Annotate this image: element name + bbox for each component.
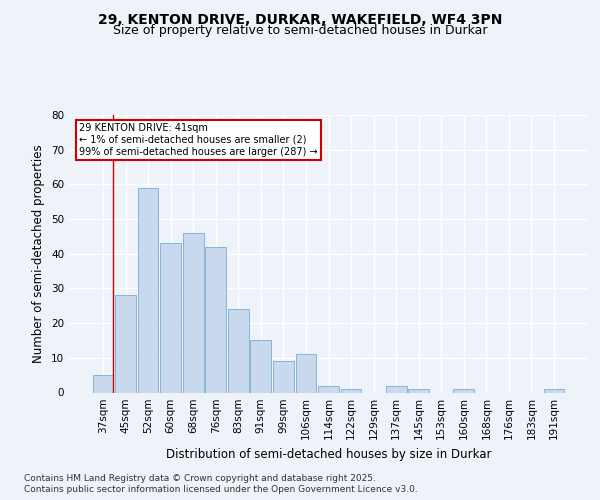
Bar	[296, 354, 316, 393]
Bar	[544, 389, 565, 392]
Text: Contains HM Land Registry data © Crown copyright and database right 2025.: Contains HM Land Registry data © Crown c…	[24, 474, 376, 483]
Text: 29 KENTON DRIVE: 41sqm
← 1% of semi-detached houses are smaller (2)
99% of semi-: 29 KENTON DRIVE: 41sqm ← 1% of semi-deta…	[79, 124, 318, 156]
Bar	[454, 389, 474, 392]
Bar	[183, 233, 203, 392]
Text: Contains public sector information licensed under the Open Government Licence v3: Contains public sector information licen…	[24, 485, 418, 494]
Bar	[205, 247, 226, 392]
Text: Size of property relative to semi-detached houses in Durkar: Size of property relative to semi-detach…	[113, 24, 487, 37]
Text: 29, KENTON DRIVE, DURKAR, WAKEFIELD, WF4 3PN: 29, KENTON DRIVE, DURKAR, WAKEFIELD, WF4…	[98, 12, 502, 26]
Bar	[250, 340, 271, 392]
Bar	[137, 188, 158, 392]
Bar	[341, 389, 361, 392]
Bar	[386, 386, 407, 392]
Bar	[160, 244, 181, 392]
Bar	[115, 296, 136, 392]
Bar	[318, 386, 339, 392]
X-axis label: Distribution of semi-detached houses by size in Durkar: Distribution of semi-detached houses by …	[166, 448, 491, 461]
Bar	[273, 362, 294, 392]
Bar	[409, 389, 429, 392]
Bar	[228, 309, 248, 392]
Bar	[92, 375, 113, 392]
Y-axis label: Number of semi-detached properties: Number of semi-detached properties	[32, 144, 46, 363]
